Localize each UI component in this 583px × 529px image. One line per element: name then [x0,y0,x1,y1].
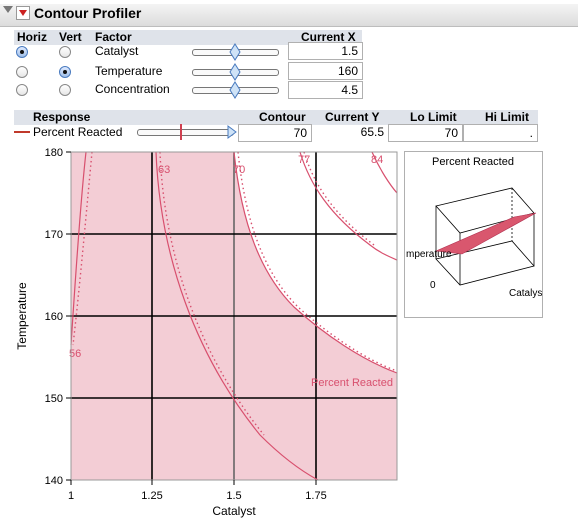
contour-label-63: 63 [158,164,170,176]
profiler-title: Contour Profiler [34,5,142,21]
header-lo-limit: Lo Limit [410,110,457,124]
header-factor: Factor [95,30,132,44]
y-tick-170: 170 [45,229,63,241]
red-triangle-icon [19,10,27,16]
contour-curve-63 [155,151,319,481]
y-tick-150: 150 [45,393,63,405]
current-x-temperature[interactable]: 160 [288,62,363,80]
header-response: Response [33,110,91,124]
horiz-radio-temperature[interactable] [16,66,28,78]
slider-thumb-response[interactable] [226,124,238,140]
current-x-concentration[interactable]: 4.5 [288,81,363,99]
surface-axis-zero: 0 [430,280,436,291]
red-triangle-menu-button[interactable] [16,6,30,20]
profiler-title-bar [0,4,578,27]
region-label: Percent Reacted [311,377,393,389]
x-tick-1-25: 1.25 [141,490,162,502]
response-header-row [14,110,538,125]
response-line-swatch [14,131,30,133]
contour-label-56: 56 [69,348,81,360]
vert-radio-temperature[interactable] [59,66,71,78]
contour-value-field[interactable]: 70 [238,124,312,142]
x-axis-label: Catalyst [212,504,256,518]
factor-header-row [14,30,362,45]
contour-label-77: 77 [298,154,310,166]
factor-label-catalyst: Catalyst [95,44,139,58]
response-surface [434,212,537,255]
x-tick-1-75: 1.75 [305,490,326,502]
y-axis-label: Temperature [15,282,29,350]
contour-curve-56 [70,151,87,346]
horiz-radio-catalyst[interactable] [16,46,28,58]
y-tick-labels: 180 170 160 150 140 [45,147,63,487]
header-hi-limit: Hi Limit [485,110,529,124]
lo-limit-field[interactable]: 70 [388,124,463,142]
current-x-catalyst[interactable]: 1.5 [288,42,363,60]
x-tick-1-5: 1.5 [226,490,241,502]
contour-curve-84 [371,151,398,194]
slider-thumb-temperature[interactable] [228,63,242,81]
header-contour: Contour [259,110,306,124]
disclosure-triangle-icon[interactable] [3,6,13,13]
y-tick-140: 140 [45,475,63,487]
header-current-x: Current X [301,30,356,44]
contour-label-70: 70 [233,164,245,176]
x-tick-1: 1 [68,490,74,502]
factor-label-temperature: Temperature [95,64,163,78]
y-tick-160: 160 [45,311,63,323]
surface-axis-temp: mperature [406,249,452,260]
y-tick-180: 180 [45,147,63,159]
hi-limit-field[interactable]: . [463,124,538,142]
response-marker [180,124,182,140]
slider-thumb-concentration[interactable] [228,81,242,99]
contour-curve-70 [233,151,398,374]
header-horiz: Horiz [17,30,47,44]
x-tick-labels: 1 1.25 1.5 1.75 [68,490,327,502]
surface-plot[interactable]: Percent Reacted mperature 0 Catalyst [404,151,542,317]
surface-axis-catalyst: Catalyst [509,288,542,299]
axis-ticks [66,151,317,485]
contour-label-84: 84 [371,154,383,166]
slider-response-contour[interactable] [137,129,234,136]
current-y-value: 65.5 [360,125,384,139]
response-name: Percent Reacted [33,125,123,139]
header-vert: Vert [59,30,82,44]
contour-plot[interactable]: 63 70 77 84 56 Percent Reacted 180 170 1… [0,145,400,529]
factor-label-concentration: Concentration [95,82,170,96]
slider-thumb-catalyst[interactable] [228,43,242,61]
horiz-radio-concentration[interactable] [16,84,28,96]
contour-lines [70,151,398,481]
surface-box [435,187,535,286]
header-current-y: Current Y [325,110,380,124]
contour-lines-dotted [72,151,398,436]
vert-radio-concentration[interactable] [59,84,71,96]
contour-curve-77 [299,151,398,261]
surface-title: Percent Reacted [432,156,514,168]
vert-radio-catalyst[interactable] [59,46,71,58]
plot-grid [71,152,397,480]
contour-labels: 63 70 77 84 56 Percent Reacted [69,154,393,389]
